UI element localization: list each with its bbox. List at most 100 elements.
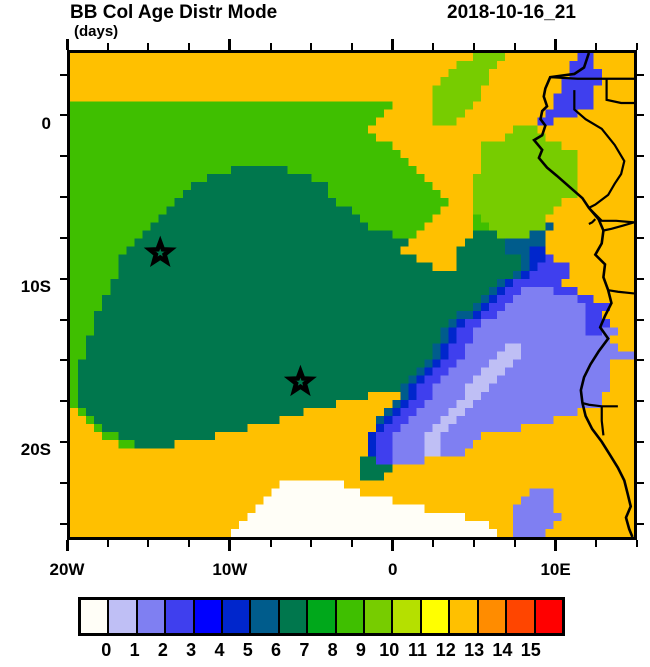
colorbar-cell-4[interactable] bbox=[194, 600, 224, 633]
colorbar-cell-8[interactable] bbox=[308, 600, 337, 633]
x-tick bbox=[554, 540, 558, 551]
y-tick-right bbox=[637, 155, 644, 158]
coastline-path bbox=[574, 90, 624, 208]
colorbar-cell-7[interactable] bbox=[279, 600, 309, 633]
colorbar-cell-12[interactable] bbox=[421, 600, 451, 633]
y-tick-right bbox=[637, 441, 644, 443]
colorbar-tick-label: 15 bbox=[520, 640, 541, 660]
y-tick bbox=[60, 155, 67, 158]
colorbar-tick-label: 8 bbox=[327, 640, 338, 660]
coastline-path bbox=[534, 53, 632, 537]
x-tick-top bbox=[188, 43, 191, 50]
x-tick bbox=[513, 540, 516, 547]
map-panel[interactable] bbox=[67, 50, 637, 540]
colorbar-tick-label: 6 bbox=[271, 640, 282, 660]
colorbar-tick-label: 1 bbox=[129, 640, 140, 660]
colorbar-tick-label: 3 bbox=[186, 640, 197, 660]
coastline-path bbox=[607, 79, 634, 103]
colorbar-cell-0[interactable] bbox=[81, 600, 110, 633]
colorbar-cell-13[interactable] bbox=[450, 600, 479, 633]
y-tick-right bbox=[637, 196, 644, 198]
y-tick bbox=[60, 481, 67, 484]
x-tick-top bbox=[432, 43, 435, 50]
y-tick-right bbox=[637, 400, 644, 403]
x-tick bbox=[188, 540, 191, 547]
y-tick-right bbox=[637, 318, 644, 321]
y-tick bbox=[60, 441, 67, 443]
y-tick bbox=[60, 522, 67, 525]
colorbar-cell-14[interactable] bbox=[478, 600, 508, 633]
page-title: BB Col Age Distr Mode bbox=[70, 2, 278, 23]
colorbar-cell-11[interactable] bbox=[393, 600, 422, 633]
y-tick bbox=[60, 196, 67, 198]
y-tick-right bbox=[637, 481, 644, 484]
colorbar-cell-16[interactable] bbox=[535, 600, 562, 633]
colorbar-cell-2[interactable] bbox=[137, 600, 167, 633]
x-tick-top bbox=[310, 43, 313, 50]
x-tick bbox=[595, 540, 598, 547]
x-tick-top bbox=[636, 43, 638, 50]
y-tick-right bbox=[637, 522, 644, 525]
x-tick-top bbox=[391, 39, 395, 50]
coastline-path bbox=[589, 219, 595, 224]
x-axis-label: 10W bbox=[212, 560, 248, 579]
y-tick-right bbox=[637, 73, 644, 76]
x-tick-top bbox=[473, 43, 476, 50]
y-tick bbox=[60, 73, 67, 76]
site-marker-st-helena-star-icon bbox=[290, 371, 311, 391]
y-axis-label: 0 bbox=[41, 113, 51, 133]
x-tick bbox=[391, 540, 395, 551]
x-tick bbox=[310, 540, 313, 547]
x-tick bbox=[432, 540, 435, 547]
colorbar-tick-label: 14 bbox=[492, 640, 513, 660]
x-tick-top bbox=[595, 43, 598, 50]
colorbar-tick-label: 0 bbox=[101, 640, 112, 660]
colorbar-cell-15[interactable] bbox=[507, 600, 536, 633]
y-tick bbox=[60, 277, 67, 280]
colorbar-cell-5[interactable] bbox=[223, 600, 252, 633]
y-axis-label: 10S bbox=[20, 276, 51, 296]
y-tick-right bbox=[637, 114, 644, 117]
colorbar-tick-label: 5 bbox=[242, 640, 253, 660]
colorbar-tick-label: 9 bbox=[355, 640, 366, 660]
colorbar[interactable] bbox=[78, 597, 565, 636]
x-axis-label: 20W bbox=[49, 560, 85, 579]
y-tick-right bbox=[637, 359, 644, 362]
x-tick-top bbox=[513, 43, 516, 50]
units-label: (days) bbox=[74, 23, 119, 40]
coastline-path bbox=[582, 403, 617, 406]
colorbar-tick-label: 11 bbox=[408, 640, 428, 660]
y-axis-label: 20S bbox=[20, 440, 51, 460]
x-tick bbox=[269, 540, 272, 547]
colorbar-tick-label: 2 bbox=[157, 640, 168, 660]
colorbar-cell-10[interactable] bbox=[365, 600, 394, 633]
colorbar-tick-label: 10 bbox=[379, 640, 400, 660]
x-tick-top bbox=[65, 39, 69, 50]
y-tick bbox=[60, 114, 67, 117]
site-marker-ascension-star-icon bbox=[150, 242, 171, 262]
y-tick-right bbox=[637, 277, 644, 280]
coastline-path bbox=[603, 222, 634, 230]
colorbar-cell-9[interactable] bbox=[336, 600, 366, 633]
y-tick bbox=[60, 400, 67, 403]
x-tick bbox=[106, 540, 109, 547]
colorbar-tick-label: 12 bbox=[435, 640, 456, 660]
x-tick-top bbox=[269, 43, 272, 50]
y-tick-right bbox=[637, 236, 644, 239]
y-tick bbox=[60, 318, 67, 321]
x-axis-label: 10E bbox=[540, 560, 571, 579]
colorbar-tick-label: 4 bbox=[214, 640, 225, 660]
colorbar-tick-label: 13 bbox=[464, 640, 485, 660]
colorbar-cell-6[interactable] bbox=[251, 600, 280, 633]
colorbar-cell-1[interactable] bbox=[109, 600, 138, 633]
map-overlay bbox=[70, 53, 634, 537]
x-tick bbox=[636, 540, 638, 547]
x-tick-top bbox=[106, 43, 109, 50]
x-tick-top bbox=[147, 43, 150, 50]
coastline-path bbox=[589, 208, 634, 223]
x-tick-top bbox=[228, 39, 232, 50]
colorbar-cell-3[interactable] bbox=[166, 600, 195, 633]
x-tick bbox=[351, 540, 353, 547]
x-tick-top bbox=[351, 43, 353, 50]
